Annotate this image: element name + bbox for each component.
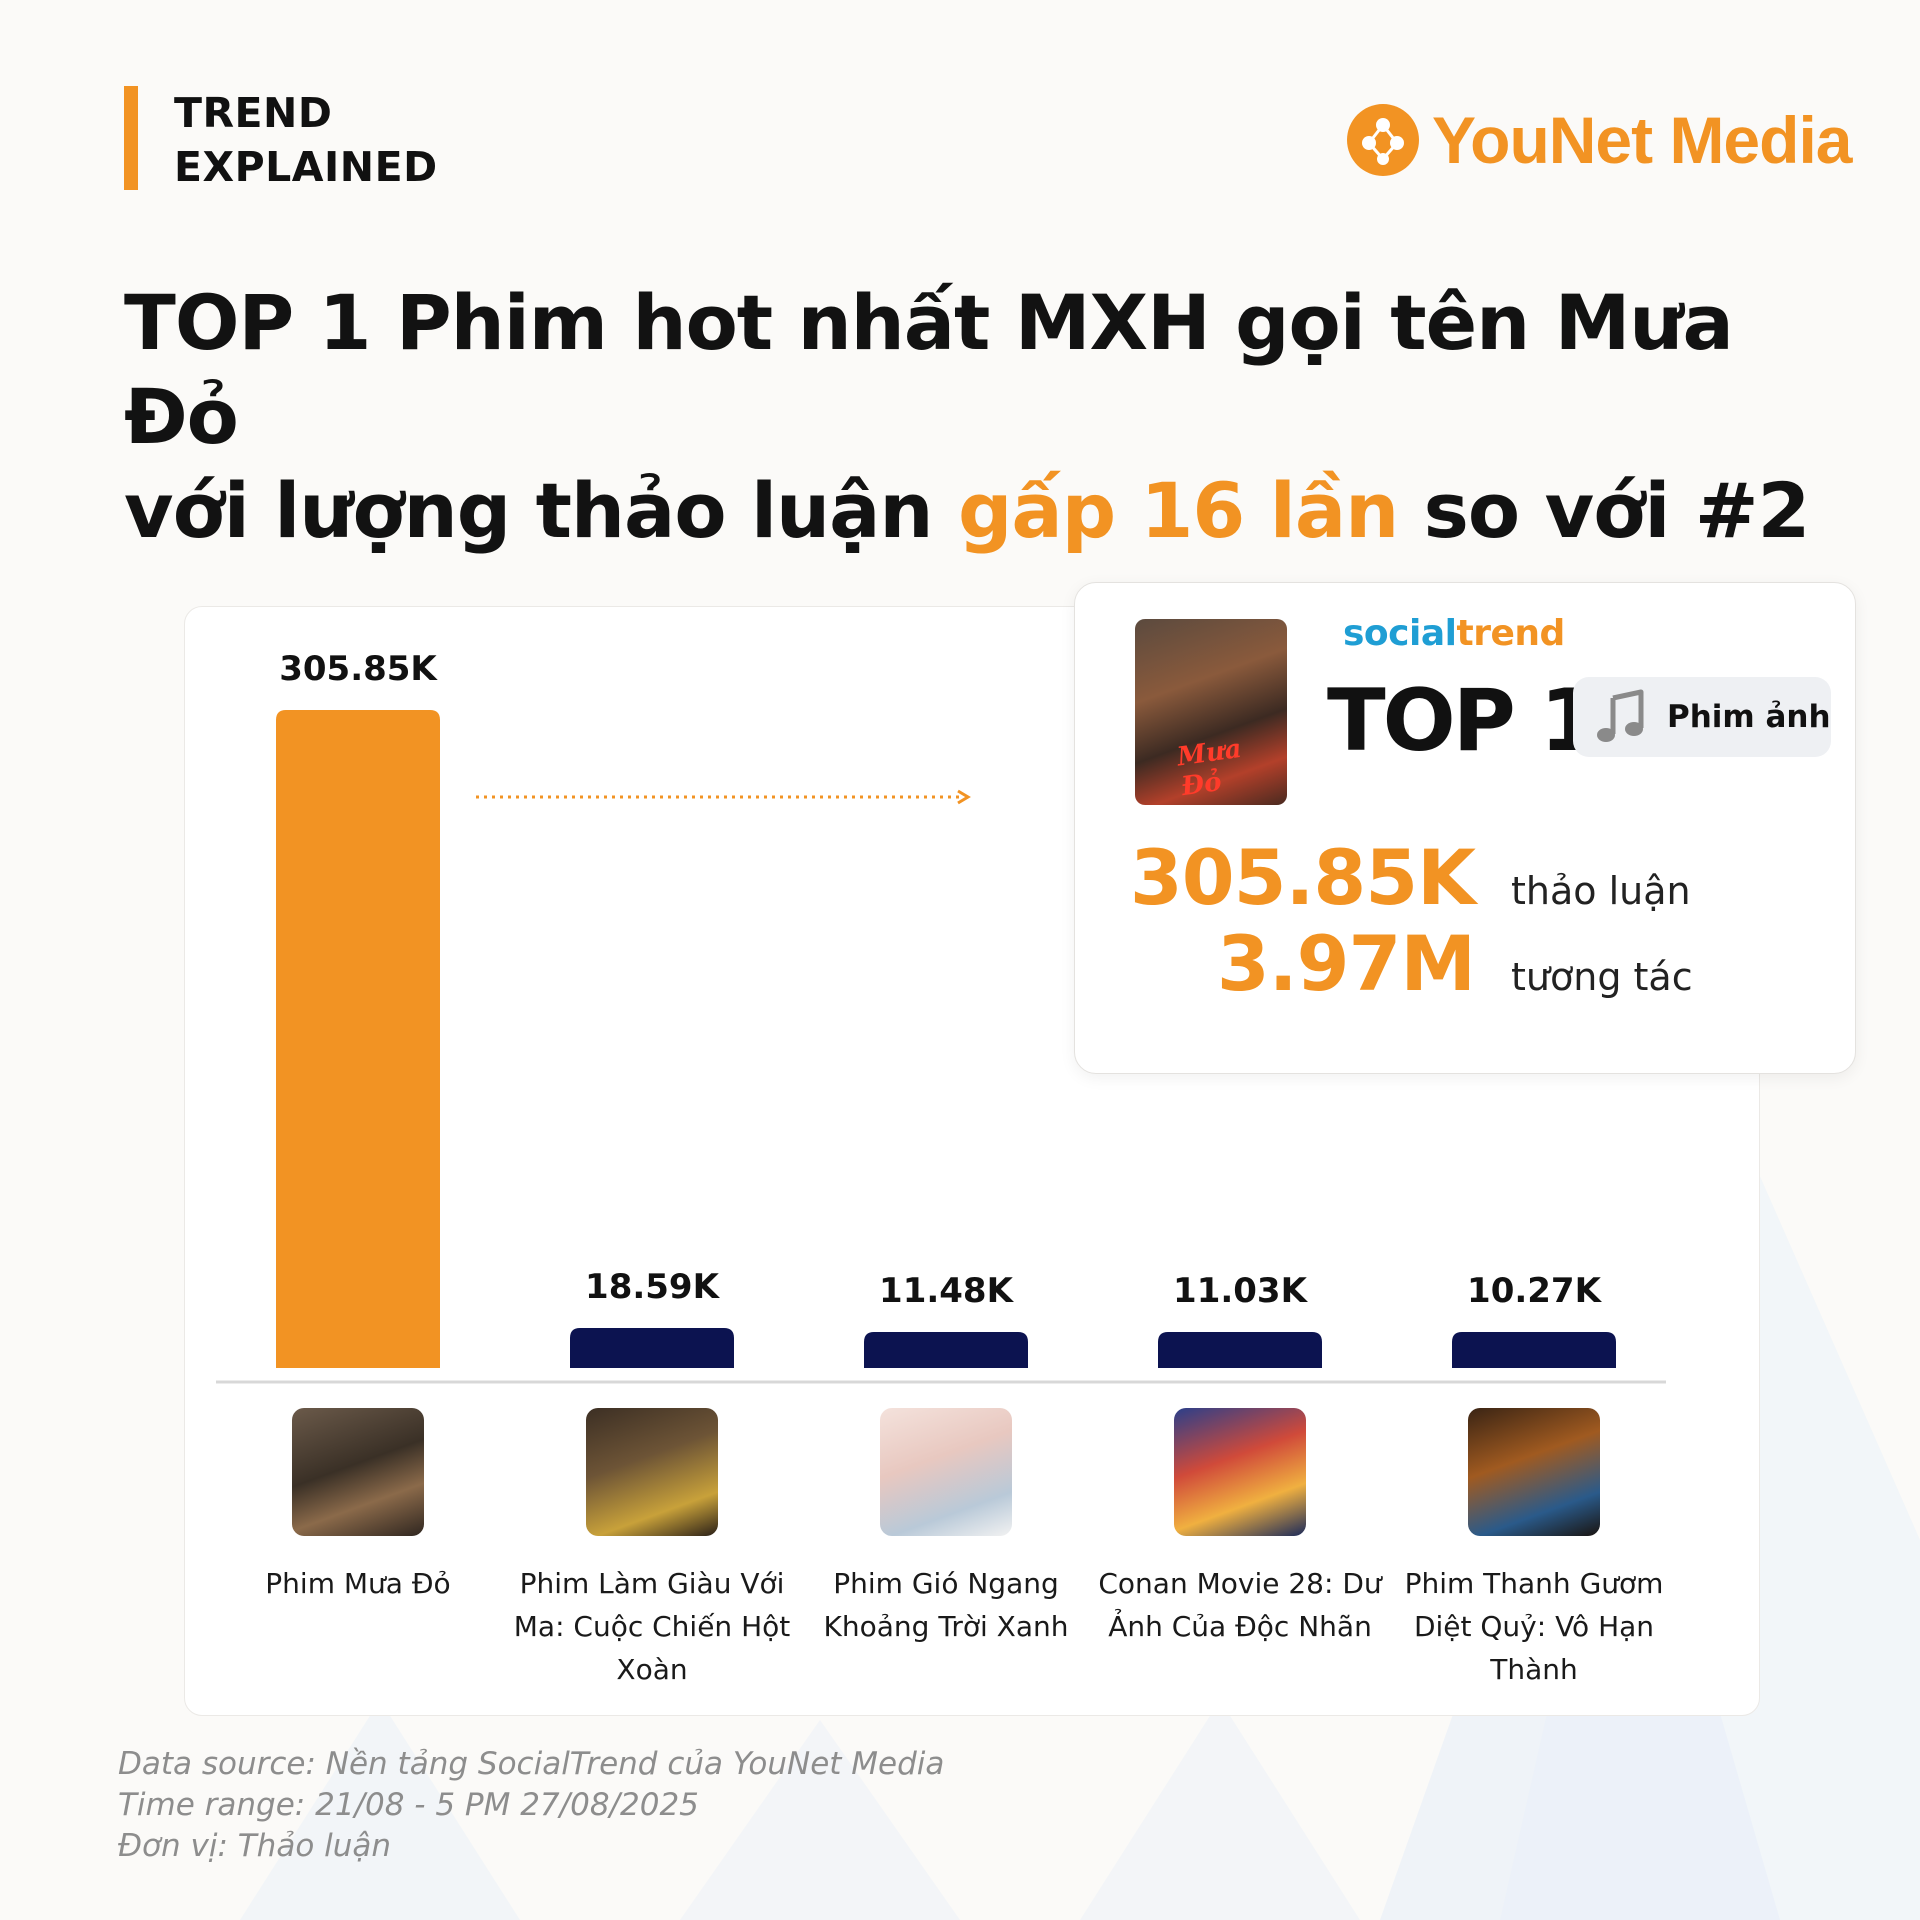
arrow-head [957,789,971,805]
bar-value-label-1: 18.59K [585,1267,721,1307]
interactions-label: tương tác [1511,955,1693,999]
tag-accent-bar [124,86,138,190]
bar-4 [1452,1332,1616,1368]
younet-logo-icon [1347,104,1419,176]
data-source-note: Data source: Nền tảng SocialTrend của Yo… [118,1746,945,1782]
time-range-note: Time range: 21/08 - 5 PM 27/08/2025 [118,1787,699,1823]
younet-media-logo: YouNet Media [1346,102,1852,178]
category-label-4: Phim Thanh Gươm Diệt Quỷ: Vô Hạn Thành [1404,1567,1664,1686]
footer-notes: Data source: Nền tảng SocialTrend của Yo… [118,1744,944,1867]
metric-discussions: 305.85K thảo luận [1075,833,1691,922]
mua-do-poster: Mưa Đỏ [1135,619,1287,805]
category-label: Phim ảnh [1667,699,1831,735]
category-label-1: Phim Làm Giàu Với Ma: Cuộc Chiến Hột Xoà… [513,1567,791,1686]
bar-2 [864,1332,1028,1368]
bar-value-label-2: 11.48K [879,1271,1015,1311]
category-item-1: Phim Làm Giàu Với Ma: Cuộc Chiến Hột Xoà… [507,1408,797,1691]
bar-value-label-3: 11.03K [1173,1271,1309,1311]
title-line-2: với lượng thảo luận gấp 16 lần so với #2 [124,464,1824,558]
category-item-3: Conan Movie 28: Dư Ảnh Của Độc Nhãn [1095,1408,1385,1648]
poster-title: Mưa Đỏ [1175,733,1244,803]
brand-social: social [1343,613,1457,654]
bar-3 [1158,1332,1322,1368]
metric-interactions: 3.97M tương tác [1075,919,1693,1008]
interactions-value: 3.97M [1216,919,1476,1008]
page-title: TOP 1 Phim hot nhất MXH gọi tên Mưa Đỏ v… [124,276,1824,558]
category-item-4: Phim Thanh Gươm Diệt Quỷ: Vô Hạn Thành [1389,1408,1679,1691]
bar-1 [570,1328,734,1368]
rank-label: TOP 1 [1327,671,1600,771]
bar-0 [276,710,440,1368]
title-line-2-start: với lượng thảo luận [124,466,958,555]
title-line-1: TOP 1 Phim hot nhất MXH gọi tên Mưa Đỏ [124,278,1734,461]
movie-thumbnail-0 [292,1408,424,1536]
bar-value-label-4: 10.27K [1467,1271,1603,1311]
discussions-value: 305.85K [1129,833,1476,922]
category-label-3: Conan Movie 28: Dư Ảnh Của Độc Nhãn [1098,1567,1382,1643]
brand-trend: trend [1456,613,1565,654]
music-note-icon [1597,689,1644,742]
unit-note: Đơn vị: Thảo luận [118,1828,392,1864]
category-label-2: Phim Gió Ngang Khoảng Trời Xanh [823,1567,1069,1643]
movie-thumbnail-1 [586,1408,718,1536]
title-line-2-end: so với #2 [1398,466,1811,555]
discussions-label: thảo luận [1511,869,1691,913]
top1-info-card: Mưa Đỏ socialtrend TOP 1 Phim ảnh 305.85… [1074,582,1856,1074]
bar-value-label-0: 305.85K [279,649,438,689]
tag-line-1: TREND [174,89,333,137]
title-highlight: gấp 16 lần [958,466,1399,555]
category-item-0: Phim Mưa Đỏ [213,1408,503,1605]
movie-thumbnail-3 [1174,1408,1306,1536]
movie-thumbnail-2 [880,1408,1012,1536]
category-pill: Phim ảnh [1573,677,1831,757]
trend-explained-tag: TREND EXPLAINED [124,86,438,191]
category-label-0: Phim Mưa Đỏ [265,1567,451,1600]
socialtrend-brand: socialtrend [1343,613,1565,654]
tag-line-2: EXPLAINED [174,143,438,191]
movie-thumbnail-4 [1468,1408,1600,1536]
logo-text: YouNet Media [1432,103,1852,177]
category-item-2: Phim Gió Ngang Khoảng Trời Xanh [801,1408,1091,1648]
